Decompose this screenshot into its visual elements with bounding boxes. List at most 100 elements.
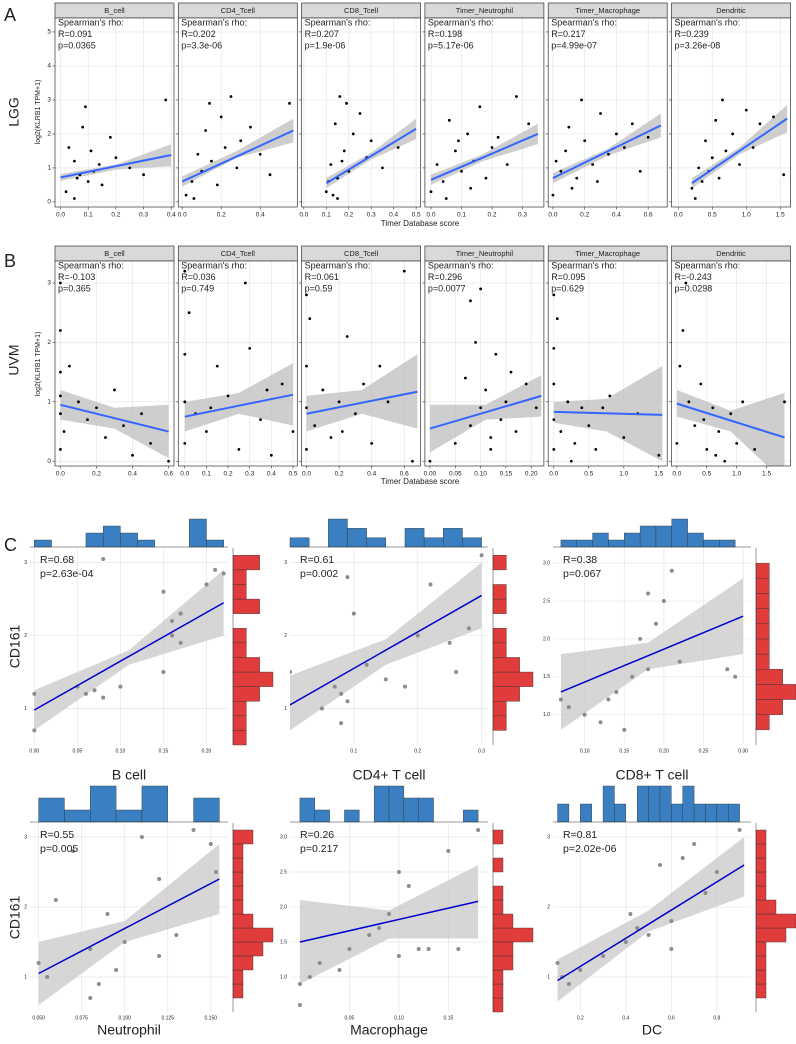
top-histogram-bar	[314, 809, 330, 823]
point	[210, 159, 213, 163]
right-histogram-bar	[492, 829, 504, 845]
plot-area	[690, 98, 788, 200]
x-tick-label: 0.15	[159, 748, 169, 754]
panel-label: C	[4, 535, 17, 555]
x-tick-label: 0.1	[322, 212, 331, 219]
confidence-band	[299, 865, 479, 984]
point	[72, 197, 76, 200]
top-histogram-bar	[592, 532, 609, 548]
point	[669, 919, 674, 923]
point	[598, 720, 603, 725]
point	[183, 269, 187, 273]
fit-line	[306, 390, 418, 415]
fit-line	[181, 129, 294, 183]
point	[489, 436, 493, 439]
point	[229, 95, 233, 98]
point	[319, 706, 324, 711]
fit-line	[38, 878, 220, 975]
point	[669, 947, 674, 951]
annotation: p=0.0298	[675, 283, 713, 293]
point	[447, 118, 451, 122]
point	[268, 173, 272, 177]
fit-line	[552, 124, 662, 180]
plot-area	[552, 293, 663, 463]
annotation: p=0.0077	[428, 283, 466, 293]
plot-area	[32, 556, 226, 733]
point	[67, 146, 71, 149]
right-histogram-bar	[755, 955, 767, 971]
x-tick-label: 1.5	[762, 471, 771, 478]
y-tick-label: 3.0	[543, 560, 550, 566]
point	[703, 891, 708, 895]
facet-title: CD8_Tcell	[344, 6, 379, 15]
top-histogram-bar	[443, 528, 463, 548]
point	[724, 149, 728, 153]
x-tick-label: 0.0	[180, 471, 189, 478]
annotation: p=0.217	[300, 843, 338, 855]
point	[329, 436, 333, 439]
y-tick-label: 1.0	[280, 974, 287, 980]
plot-area	[36, 828, 220, 1005]
point	[721, 98, 724, 102]
point	[504, 400, 508, 404]
y-tick-label: 3	[47, 97, 51, 104]
annotation: Spearman's rho:	[428, 260, 494, 270]
annotation: R=0.202	[181, 29, 215, 39]
annotation: R=0.38	[563, 554, 597, 566]
point	[406, 884, 411, 888]
confidence-band	[306, 354, 418, 432]
x-tick-label: 0.25	[699, 748, 709, 754]
point	[95, 406, 98, 410]
point	[362, 382, 365, 386]
plot-area	[290, 553, 484, 731]
point	[345, 101, 348, 105]
y-tick-label: 1	[547, 974, 550, 980]
annotation: R=0.091	[58, 29, 92, 39]
x-tick-label: 0.15	[500, 471, 513, 478]
point	[174, 933, 179, 937]
point	[340, 430, 344, 433]
right-histogram-bar	[232, 715, 247, 731]
top-histogram-bar	[373, 785, 390, 823]
top-histogram-bar	[624, 532, 641, 548]
y-tick-label: 2.5	[543, 598, 550, 604]
point	[114, 968, 119, 972]
right-histogram-bar	[492, 701, 507, 717]
point	[92, 688, 97, 693]
y-tick-label: 2	[47, 339, 51, 346]
fit-line	[560, 615, 744, 693]
right-histogram-bar	[232, 671, 274, 687]
point	[505, 163, 509, 166]
x-tick-label: 0.6	[668, 1015, 675, 1021]
point	[358, 112, 362, 115]
point	[170, 633, 175, 638]
point	[479, 406, 483, 410]
point	[580, 98, 583, 102]
point	[608, 394, 612, 398]
x-tick-label: 0.3	[245, 471, 254, 478]
annotation: R=0.61	[300, 554, 334, 566]
y-tick-label: 1.5	[543, 674, 550, 680]
x-tick-label: 0.3	[478, 748, 485, 754]
point	[690, 186, 694, 190]
y-tick-label: 3	[284, 560, 287, 566]
plot-background	[30, 548, 228, 745]
point	[337, 400, 341, 404]
point	[416, 947, 421, 951]
point	[269, 453, 273, 457]
point	[711, 406, 715, 410]
point	[307, 975, 312, 979]
point	[638, 636, 643, 641]
point	[208, 842, 213, 846]
point	[595, 180, 599, 183]
plot-background	[301, 261, 421, 466]
right-histogram-bar	[755, 608, 770, 624]
point	[657, 863, 662, 867]
point	[342, 149, 346, 153]
plot-area	[428, 287, 542, 463]
right-histogram-bar	[755, 829, 767, 845]
annotation: R=-0.243	[675, 272, 712, 282]
point	[396, 870, 401, 874]
point	[714, 453, 718, 457]
fit-line	[557, 864, 745, 982]
